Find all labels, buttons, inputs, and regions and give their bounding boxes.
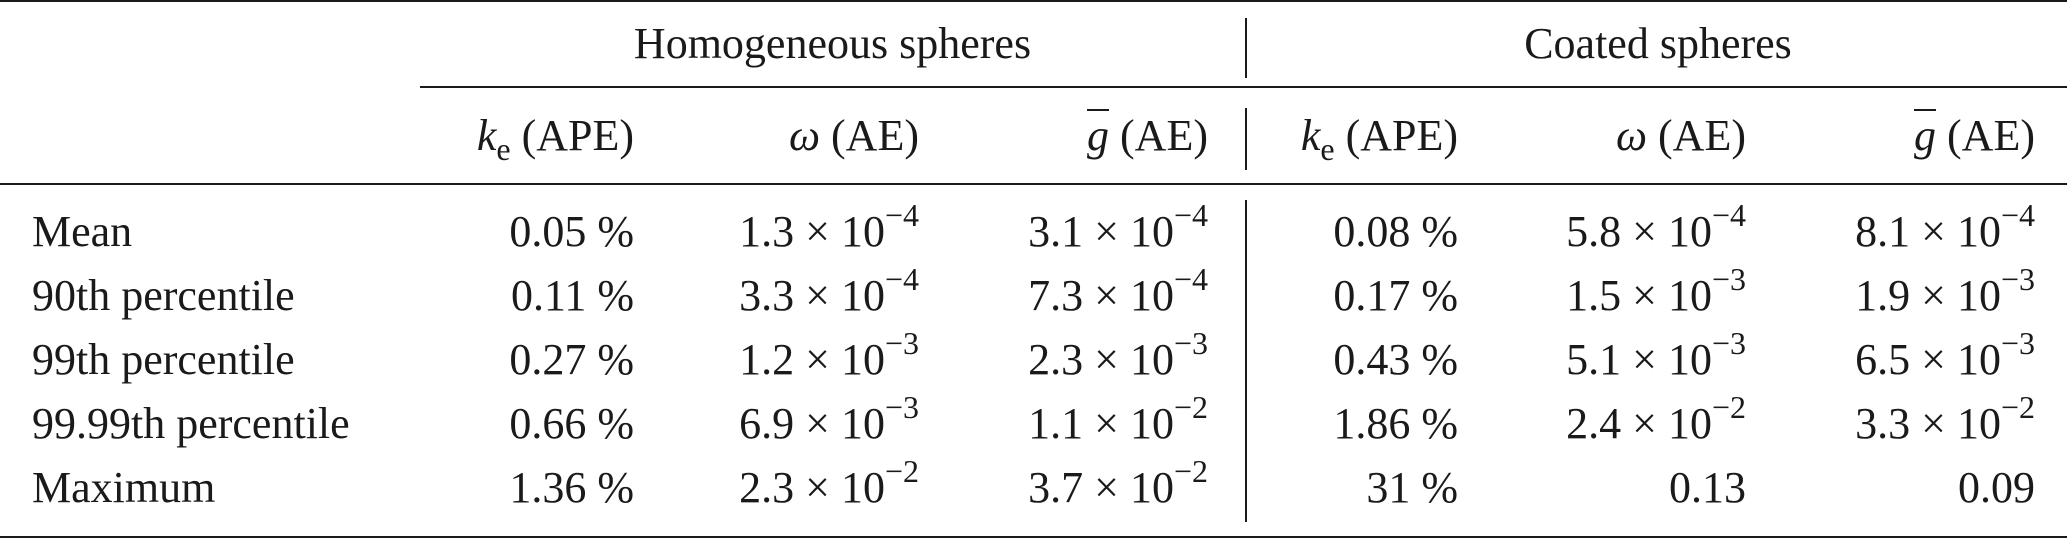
column-header: ke (APE) — [1300, 111, 1458, 166]
column-header: g (AE) — [1914, 114, 2035, 158]
group-title-homogeneous: Homogeneous spheres — [633, 19, 1032, 68]
table-cell: 0.43 % — [1333, 335, 1458, 384]
table-cell: 0.11 % — [510, 271, 634, 320]
table-cell: 3.3 × 10−2 — [1855, 389, 2035, 448]
table-cell: 0.05 % — [509, 207, 634, 256]
table-cell: 1.2 × 10−3 — [739, 325, 919, 384]
row-label: Maximum — [32, 463, 216, 512]
table-cell: 0.66 % — [509, 399, 634, 448]
table-cell: 0.08 % — [1333, 207, 1458, 256]
row-label: 99.99th percentile — [32, 399, 350, 448]
table-cell: 1.36 % — [509, 463, 634, 512]
header-rule — [0, 183, 2067, 185]
row-label: 99th percentile — [32, 335, 295, 384]
table-cell: 1.1 × 10−2 — [1028, 389, 1208, 448]
table-cell: 0.09 — [1958, 463, 2035, 512]
column-header: ke (APE) — [476, 111, 634, 166]
group-separator — [1245, 200, 1247, 522]
table-cell: 2.4 × 10−2 — [1566, 389, 1746, 448]
column-symbol: g — [1087, 111, 1110, 160]
column-symbol: ω — [788, 111, 821, 160]
column-header: ω (AE) — [1616, 114, 1746, 158]
column-header: g (AE) — [1087, 114, 1208, 158]
table-top-rule — [0, 0, 2067, 2]
column-symbol: ω — [1615, 111, 1648, 160]
table-cell: 7.3 × 10−4 — [1028, 261, 1208, 320]
table-cell: 5.1 × 10−3 — [1566, 325, 1746, 384]
column-suffix: (APE) — [1334, 111, 1458, 160]
row-label: Mean — [32, 207, 133, 256]
table-cell: 3.3 × 10−4 — [739, 261, 919, 320]
column-suffix: (APE) — [510, 111, 634, 160]
table-bottom-rule — [0, 536, 2067, 538]
table-cell: 3.1 × 10−4 — [1028, 197, 1208, 256]
table-cell: 1.3 × 10−4 — [739, 197, 919, 256]
table-cell: 0.13 — [1669, 463, 1746, 512]
group-underline-left — [420, 86, 1247, 88]
column-header: ω (AE) — [789, 114, 919, 158]
column-suffix: (AE) — [1109, 111, 1208, 160]
table-cell: 5.8 × 10−4 — [1566, 197, 1746, 256]
table-cell: 8.1 × 10−4 — [1855, 197, 2035, 256]
table-cell: 0.17 % — [1333, 271, 1458, 320]
table-cell: 6.9 × 10−3 — [739, 389, 919, 448]
column-symbol: g — [1914, 111, 1937, 160]
column-suffix: (AE) — [1936, 111, 2035, 160]
column-suffix: (AE) — [820, 111, 919, 160]
column-subscript: e — [496, 131, 511, 167]
column-symbol: k — [476, 111, 497, 160]
column-symbol: k — [1300, 111, 1321, 160]
column-suffix: (AE) — [1647, 111, 1746, 160]
row-label: 90th percentile — [32, 271, 295, 320]
table-cell: 31 % — [1366, 463, 1458, 512]
table-cell: 2.3 × 10−2 — [739, 453, 919, 512]
table-cell: 2.3 × 10−3 — [1028, 325, 1208, 384]
table-cell: 1.5 × 10−3 — [1566, 261, 1746, 320]
table-cell: 6.5 × 10−3 — [1855, 325, 2035, 384]
column-subscript: e — [1320, 131, 1335, 167]
group-title-coated: Coated spheres — [1524, 19, 1792, 68]
group-separator — [1245, 108, 1247, 170]
table-cell: 1.9 × 10−3 — [1855, 261, 2035, 320]
table-cell: 3.7 × 10−2 — [1028, 453, 1208, 512]
table-cell: 1.86 % — [1333, 399, 1458, 448]
group-separator — [1245, 18, 1247, 78]
table-cell: 0.27 % — [509, 335, 634, 384]
group-underline-right — [1247, 86, 2067, 88]
